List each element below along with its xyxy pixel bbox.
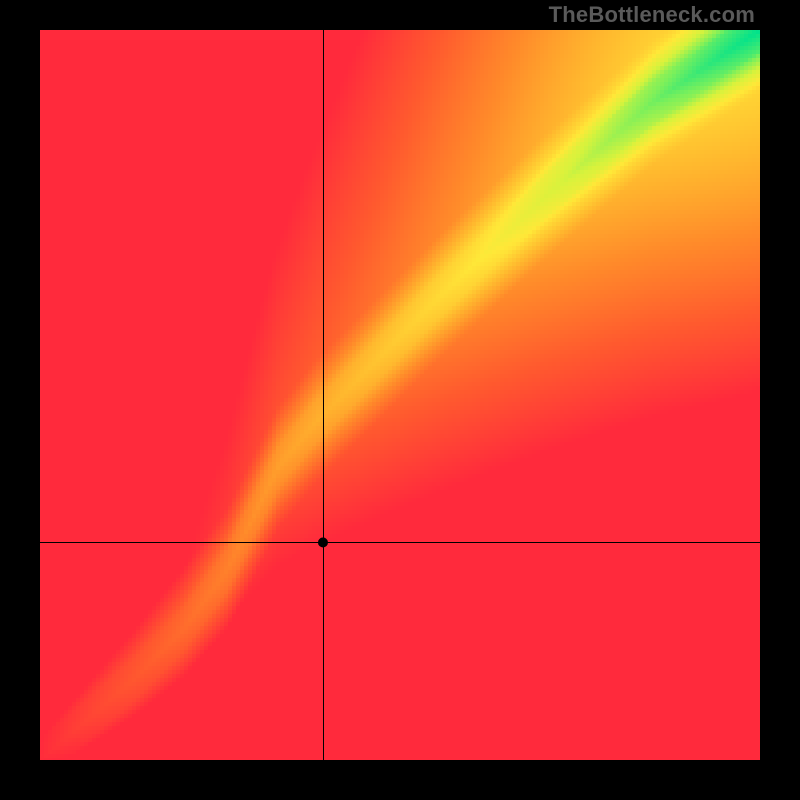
bottleneck-heatmap bbox=[40, 30, 760, 760]
chart-frame: TheBottleneck.com bbox=[0, 0, 800, 800]
watermark-text: TheBottleneck.com bbox=[549, 2, 755, 28]
